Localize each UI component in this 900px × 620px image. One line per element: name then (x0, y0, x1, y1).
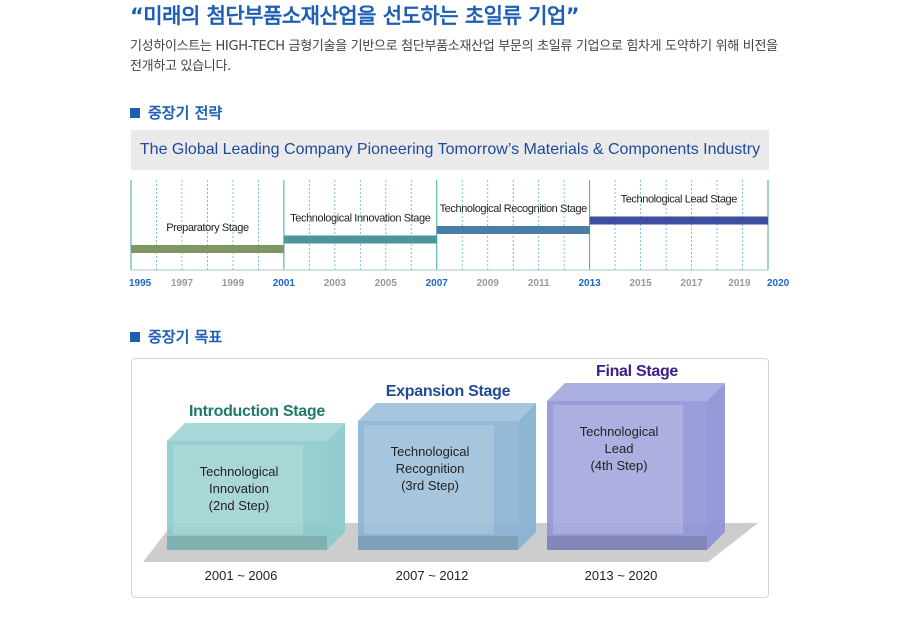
stage-bar (283, 235, 437, 244)
block-top-face (358, 403, 536, 421)
block-text-line: Technological (580, 424, 659, 439)
stage-label: Technological Recognition Stage (440, 203, 587, 215)
block-side-face (327, 423, 345, 550)
block-base-strip (167, 536, 327, 550)
year-tick-label: 2019 (728, 278, 751, 289)
block-glass-highlight (173, 445, 303, 534)
year-tick-label: 2003 (324, 278, 347, 289)
year-tick-label: 1999 (222, 278, 245, 289)
block-front-face (167, 441, 327, 550)
block-text-line: Innovation (209, 481, 269, 496)
year-tick-label: 1995 (129, 278, 152, 289)
block-base-strip (547, 536, 707, 550)
block-title: Introduction Stage (189, 403, 325, 420)
year-tick-label: 2015 (629, 278, 652, 289)
block-top-face (547, 383, 725, 401)
year-tick-label: 2013 (579, 278, 602, 289)
block-text-line: (4th Step) (590, 458, 647, 473)
square-bullet-icon (130, 331, 140, 342)
year-tick-label: 2009 (477, 278, 500, 289)
block-side-face (707, 383, 725, 550)
block-text-line: Technological (200, 464, 279, 479)
goals-diagram: Introduction Stage Technological Innovatio… (143, 363, 758, 583)
strategy-banner: The Global Leading Company Pioneering To… (131, 130, 769, 170)
section-title-strategy-label: 중장기 전략 (148, 104, 223, 122)
section-title-strategy: 중장기 전략 (130, 102, 222, 123)
block-text-line: Lead (605, 441, 634, 456)
year-tick-label: 2017 (680, 278, 703, 289)
section-title-goals-label: 중장기 목표 (148, 328, 223, 346)
block-period: 2001 ~ 2006 (205, 568, 278, 583)
year-tick-label: 2007 (426, 278, 449, 289)
year-tick-label: 2005 (375, 278, 398, 289)
stage-bar (589, 216, 768, 225)
block-text-line: (3rd Step) (401, 478, 459, 493)
block-glass-highlight (364, 425, 494, 534)
block-glass-highlight (553, 405, 683, 534)
block-top-face (167, 423, 345, 441)
stage-label: Technological Lead Stage (621, 194, 738, 206)
block-text-line: Technological (391, 444, 470, 459)
stage-label: Preparatory Stage (166, 222, 249, 234)
square-bullet-icon (130, 107, 140, 118)
block-period: 2013 ~ 2020 (585, 568, 658, 583)
stage-bar (436, 226, 590, 234)
block-title: Final Stage (596, 363, 678, 380)
year-tick-label: 1997 (171, 278, 194, 289)
block-side-face (518, 403, 536, 550)
block-front-face (358, 421, 518, 550)
stage-bar (131, 245, 284, 253)
year-tick-label: 2011 (528, 278, 550, 289)
headline: “미래의 첨단부품소재산업을 선도하는 초일류 기업” (130, 4, 580, 28)
intro-text: 기성하이스트는 HIGH-TECH 금형기술을 기반으로 첨단부품소재산업 부문… (130, 39, 778, 74)
block-period: 2007 ~ 2012 (396, 568, 469, 583)
year-tick-label: 2020 (767, 278, 790, 289)
block-text-line: (2nd Step) (209, 498, 270, 513)
year-tick-label: 2001 (273, 278, 296, 289)
block-text-line: Recognition (396, 461, 465, 476)
stage-label: Technological Innovation Stage (290, 213, 431, 225)
section-title-goals: 중장기 목표 (130, 326, 222, 347)
block-base-strip (358, 536, 518, 550)
block-front-face (547, 401, 707, 550)
block-title: Expansion Stage (386, 383, 511, 400)
strategy-timeline: Preparatory Stage Technological Innovatio… (129, 180, 790, 289)
